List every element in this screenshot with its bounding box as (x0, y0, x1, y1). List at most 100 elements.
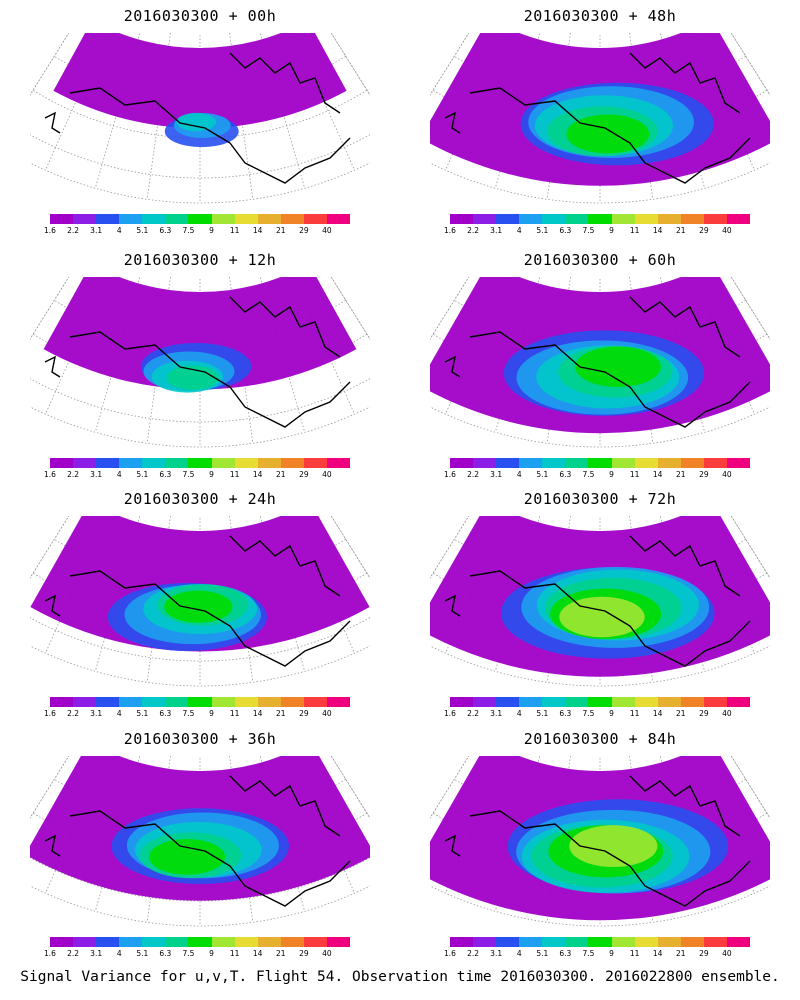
variance-field (30, 756, 370, 901)
polar-stereographic-map (30, 756, 370, 927)
field-contour (566, 114, 650, 154)
colorbar-swatch (519, 458, 543, 468)
colorbar-swatch (496, 937, 520, 947)
colorbar-swatch (188, 697, 212, 707)
colorbar-tick-label: 6.3 (159, 226, 172, 235)
colorbar-swatch (680, 458, 704, 468)
colorbar-tick-label: 3.1 (490, 709, 503, 718)
polar-stereographic-map (30, 277, 370, 448)
colorbar-tick-label: 4 (516, 709, 522, 718)
coastline (44, 52, 351, 184)
colorbar-tick-label: 2.2 (467, 709, 480, 718)
field-contour (569, 825, 658, 867)
colorbar-swatch (280, 214, 304, 224)
colorbar-legend: 1.6 2.2 3.1 4 5.1 6.3 7.5 9 11 14 21 29 40 (444, 214, 751, 246)
polar-stereographic-map (30, 516, 370, 687)
colorbar-swatch (450, 697, 474, 707)
colorbar-tick-label: 14 (252, 709, 263, 718)
colorbar-swatch (657, 458, 681, 468)
colorbar-swatch (326, 458, 351, 468)
colorbar-tick-label: 29 (699, 226, 709, 235)
colorbar-swatch (119, 937, 143, 947)
colorbar-swatch (450, 937, 474, 947)
colorbar-swatch (703, 937, 727, 947)
colorbar-swatch (142, 458, 166, 468)
colorbar-swatch (519, 937, 543, 947)
panel-title: 2016030300 + 36h (123, 730, 277, 748)
field-contour (176, 112, 217, 132)
colorbar-tick-label: 40 (722, 709, 732, 718)
colorbar-swatch (726, 937, 751, 947)
panel-title: 2016030300 + 24h (123, 490, 277, 508)
field-contour (164, 590, 233, 623)
colorbar-swatch (450, 458, 474, 468)
colorbar-swatch (326, 697, 351, 707)
colorbar-swatch (565, 937, 589, 947)
colorbar-tick-label: 1.6 (444, 709, 456, 718)
variance-field (430, 277, 770, 434)
colorbar-tick-label: 6.3 (559, 470, 572, 479)
colorbar-swatch (50, 214, 74, 224)
colorbar-swatch (473, 458, 497, 468)
colorbar-swatch (142, 697, 166, 707)
panel-title: 2016030300 + 84h (523, 730, 677, 748)
colorbar-swatch (473, 697, 497, 707)
colorbar-legend: 1.6 2.2 3.1 4 5.1 6.3 7.5 9 11 14 21 29 40 (44, 458, 351, 490)
panel-title: 2016030300 + 00h (123, 7, 277, 25)
colorbar-swatch (657, 214, 681, 224)
colorbar-swatch (303, 937, 327, 947)
colorbar-swatch (588, 214, 612, 224)
colorbar-tick-label: 1.6 (44, 470, 56, 479)
colorbar-tick-label: 2.2 (67, 709, 80, 718)
colorbar-swatch (326, 937, 351, 947)
colorbar-tick-label: 3.1 (90, 226, 103, 235)
colorbar-tick-label: 11 (229, 226, 240, 235)
colorbar-swatch (611, 937, 635, 947)
colorbar-tick-label: 14 (652, 470, 663, 479)
colorbar-swatch (611, 697, 635, 707)
colorbar-tick-label: 4 (516, 949, 522, 958)
colorbar-tick-label: 2.2 (467, 226, 480, 235)
colorbar-tick-label: 21 (675, 470, 686, 479)
colorbar-tick-label: 1.6 (444, 470, 456, 479)
colorbar-tick-label: 40 (722, 470, 732, 479)
figure-caption: Signal Variance for u,v,T. Flight 54. Ob… (20, 969, 780, 985)
colorbar-tick-label: 7.5 (582, 226, 595, 235)
colorbar-tick-label: 21 (675, 949, 686, 958)
colorbar-swatch (142, 214, 166, 224)
colorbar-swatch (211, 214, 235, 224)
colorbar-swatch (165, 214, 189, 224)
colorbar-tick-label: 6.3 (559, 949, 572, 958)
colorbar-swatch (542, 937, 566, 947)
variance-field (430, 33, 770, 186)
colorbar-swatch (703, 697, 727, 707)
colorbar-swatch (588, 937, 612, 947)
colorbar-swatch (565, 458, 589, 468)
colorbar-swatch (473, 214, 497, 224)
colorbar-tick-label: 9 (209, 709, 214, 718)
colorbar-tick-label: 21 (675, 226, 686, 235)
colorbar-tick-label: 29 (299, 949, 309, 958)
colorbar-swatch (257, 214, 281, 224)
colorbar-swatch (50, 458, 74, 468)
colorbar-tick-label: 4 (516, 470, 522, 479)
colorbar-tick-label: 5.1 (536, 709, 549, 718)
variance-field (30, 516, 370, 652)
colorbar-swatch (142, 937, 166, 947)
colorbar-tick-label: 40 (722, 226, 732, 235)
colorbar-tick-label: 9 (609, 949, 614, 958)
colorbar-swatch (234, 697, 258, 707)
colorbar-swatch (450, 214, 474, 224)
colorbar-tick-label: 11 (229, 709, 240, 718)
colorbar-swatch (257, 937, 281, 947)
colorbar-swatch (303, 697, 327, 707)
colorbar-tick-label: 5.1 (536, 226, 549, 235)
colorbar-tick-label: 2.2 (467, 470, 480, 479)
colorbar-swatch (165, 937, 189, 947)
colorbar-tick-label: 5.1 (136, 226, 149, 235)
colorbar-tick-label: 40 (322, 226, 332, 235)
colorbar-swatch (257, 697, 281, 707)
colorbar-swatch (703, 214, 727, 224)
colorbar-swatch (280, 697, 304, 707)
coastline (444, 535, 751, 667)
